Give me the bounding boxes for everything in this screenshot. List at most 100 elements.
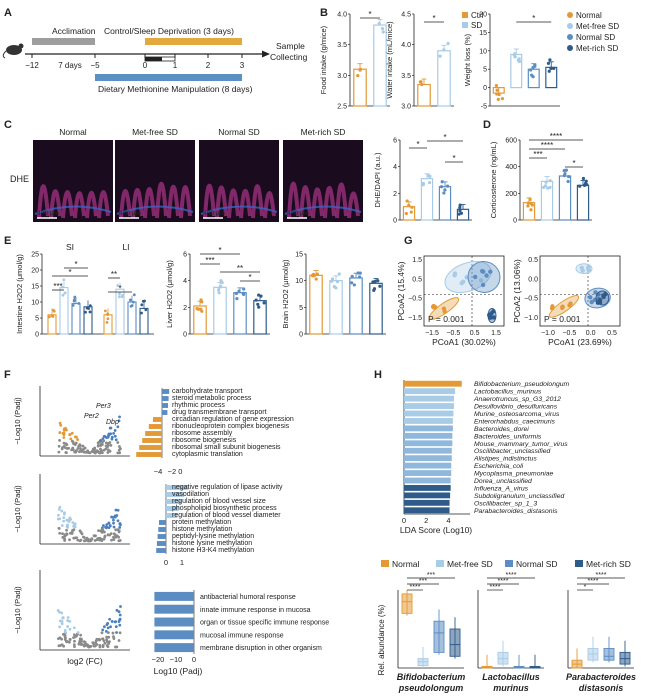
volcano-point xyxy=(78,450,81,454)
volcano-point xyxy=(62,519,66,523)
chart-brain-h2o2: 0 5 10 15 Brain H2O2 (μmol/g) xyxy=(281,252,386,339)
y-tick-label: 0 xyxy=(393,218,397,225)
data-point xyxy=(445,184,450,188)
volcano-point xyxy=(108,617,112,621)
data-point xyxy=(517,59,522,64)
timeline-tick-label: 2 xyxy=(206,61,211,70)
y-tick-label: 15 xyxy=(295,252,303,259)
bar xyxy=(437,50,451,107)
volcano-point xyxy=(99,438,103,442)
sig-label: **** xyxy=(541,141,553,150)
data-point xyxy=(105,320,109,324)
go-bar xyxy=(166,485,189,490)
go-bar xyxy=(166,513,178,518)
volcano-point xyxy=(103,641,107,645)
volcano-point xyxy=(117,639,121,642)
taxon-name: pseudolongum xyxy=(398,683,464,693)
panel-label-b: B xyxy=(320,7,328,19)
bar xyxy=(349,277,363,335)
data-point xyxy=(88,304,92,308)
diet-label: Dietary Methionine Manipulation (8 days) xyxy=(98,84,253,94)
sig-label: * xyxy=(68,268,71,277)
go-bar xyxy=(139,445,162,450)
volcano-point xyxy=(114,438,118,442)
legend-sd-swatch xyxy=(462,22,468,28)
y-axis-label: Water intake (mL/mice) xyxy=(385,21,394,99)
volcano-point xyxy=(68,433,72,437)
timeline-tick-label: −12 xyxy=(25,61,39,70)
volcano-point xyxy=(101,628,105,632)
gene-label: Dbp xyxy=(106,419,119,426)
sig-label: * xyxy=(532,14,535,23)
volcano-point xyxy=(115,608,119,612)
data-point xyxy=(581,176,586,181)
volcano-point xyxy=(115,645,119,649)
sample-point xyxy=(461,279,466,284)
y-tick-label: 6 xyxy=(393,138,397,145)
sample-point xyxy=(588,295,593,300)
data-point xyxy=(442,191,446,195)
volcano-point xyxy=(68,627,72,631)
volcano-point xyxy=(71,521,75,524)
data-point xyxy=(50,314,54,318)
volcano-point xyxy=(109,443,113,447)
y-tick-label: 3.0 xyxy=(401,104,411,111)
volcano-point xyxy=(72,528,76,532)
taxon-name: Bifidobacterium xyxy=(397,672,466,682)
volcano-point xyxy=(62,516,66,520)
panel-label-d: D xyxy=(483,119,491,131)
acclimation-label: Acclimation xyxy=(52,26,96,36)
data-point xyxy=(409,210,413,214)
taxon-name: murinus xyxy=(493,683,529,693)
go-bar xyxy=(145,431,162,436)
volcano-point xyxy=(86,644,90,648)
go-bar xyxy=(157,534,166,539)
y-tick-label: 10 xyxy=(31,300,39,307)
box xyxy=(603,648,615,661)
y-tick-label: 20 xyxy=(31,268,39,275)
taxon-label: Murine_osteosarcoma_virus xyxy=(474,411,560,418)
y-axis-label: Rel. abundance (%) xyxy=(377,604,386,675)
volcano-point xyxy=(119,605,122,608)
y-tick-label: 4 xyxy=(183,278,187,285)
volcano-point xyxy=(118,526,122,529)
volcano-point xyxy=(105,623,109,627)
volcano-point xyxy=(118,522,122,525)
legend-metfree-dot xyxy=(567,23,573,29)
y-tick-label: 15 xyxy=(479,30,487,37)
data-point xyxy=(495,92,499,96)
data-point xyxy=(242,287,246,291)
go-term-label: negative regulation of lipase activity xyxy=(172,484,283,491)
volcano-point xyxy=(110,538,113,542)
sig-label: * xyxy=(584,584,587,591)
volcano-point xyxy=(58,439,61,442)
volcano-point xyxy=(103,535,107,539)
taxon-label: Bacteroides_uniformis xyxy=(474,433,542,440)
volcano-point xyxy=(113,429,117,432)
sample-point xyxy=(488,269,493,274)
sample-point xyxy=(603,291,608,297)
volcano-point xyxy=(117,610,121,614)
y-tick-label: 4.0 xyxy=(401,42,411,49)
volcano-point xyxy=(114,625,118,629)
data-point xyxy=(84,310,87,314)
data-point xyxy=(337,272,341,276)
sample-point xyxy=(597,297,603,303)
data-point xyxy=(60,285,64,289)
volcano-point xyxy=(101,644,105,647)
p-value: P = 0.001 xyxy=(544,314,581,324)
data-point xyxy=(457,212,461,216)
sig-label: **** xyxy=(506,572,517,579)
data-point xyxy=(357,275,362,279)
data-point xyxy=(517,57,521,61)
volcano-point xyxy=(56,609,60,612)
volcano-point xyxy=(100,530,104,534)
data-point xyxy=(195,306,199,311)
volcano-point xyxy=(117,535,121,539)
go-term-label: cytoplasmic translation xyxy=(172,451,243,458)
volcano-point xyxy=(112,518,115,522)
dhe-tissue-fold xyxy=(203,183,216,219)
volcano-point xyxy=(80,449,83,452)
data-point xyxy=(371,280,375,284)
volcano-point xyxy=(73,639,76,643)
